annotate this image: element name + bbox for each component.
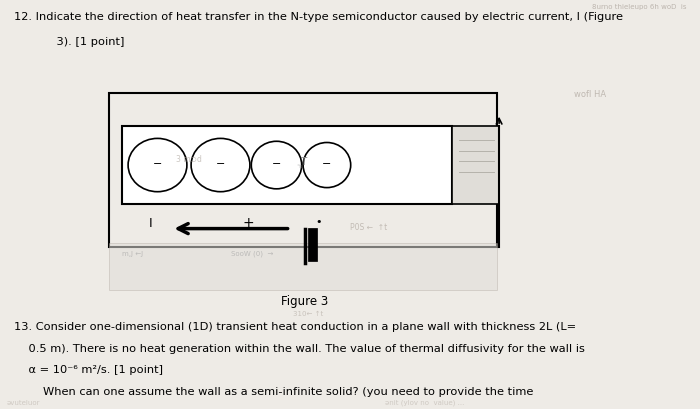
Text: 0.5 m). There is no heat generation within the wall. The value of thermal diffus: 0.5 m). There is no heat generation with… [14,343,585,353]
Text: ənit (ylov no  value) ...: ənit (ylov no value) ... [385,398,464,405]
Text: value): value) [14,408,78,409]
Text: I: I [148,216,153,229]
Text: Figure 3: Figure 3 [281,294,328,307]
Text: P0S ←  ↑t: P0S ← ↑t [350,222,387,231]
Ellipse shape [128,139,187,192]
Text: T: T [300,157,306,166]
Text: 13. Consider one-dimensional (1D) transient heat conduction in a plane wall with: 13. Consider one-dimensional (1D) transi… [14,321,576,331]
Text: 3 m⊃d: 3 m⊃d [176,155,202,164]
Bar [122,127,452,204]
Text: 12. Indicate the direction of heat transfer in the N-type semiconductor caused b: 12. Indicate the direction of heat trans… [14,12,623,22]
Bar [452,127,499,204]
Text: −: − [272,159,281,169]
Text: 310← ↑t: 310← ↑t [293,310,323,316]
Text: əvuteluor: əvuteluor [7,399,41,405]
Text: When can one assume the wall as a semi-infinite solid? (you need to provide the : When can one assume the wall as a semi-i… [14,386,533,396]
Text: 3). [1 point]: 3). [1 point] [42,37,125,47]
Text: m,J ←J: m,J ←J [122,251,144,256]
Ellipse shape [191,139,250,192]
Text: α = 10⁻⁶ m²/s. [1 point]: α = 10⁻⁶ m²/s. [1 point] [14,364,163,374]
Text: SooW (0)  →: SooW (0) → [231,250,274,257]
Text: −: − [153,159,162,169]
Text: °ᴇ: °ᴇ [297,163,302,168]
Ellipse shape [303,143,351,188]
Text: −: − [216,159,225,169]
Bar [108,94,497,247]
Text: +: + [243,216,254,230]
Ellipse shape [251,142,302,189]
Bar [108,243,497,290]
Text: −: − [322,159,332,169]
Text: •: • [315,217,322,227]
Text: 8urno thieleupo 6h woD  is: 8urno thieleupo 6h woD is [592,4,686,10]
Text: wofl HA: wofl HA [574,90,606,99]
